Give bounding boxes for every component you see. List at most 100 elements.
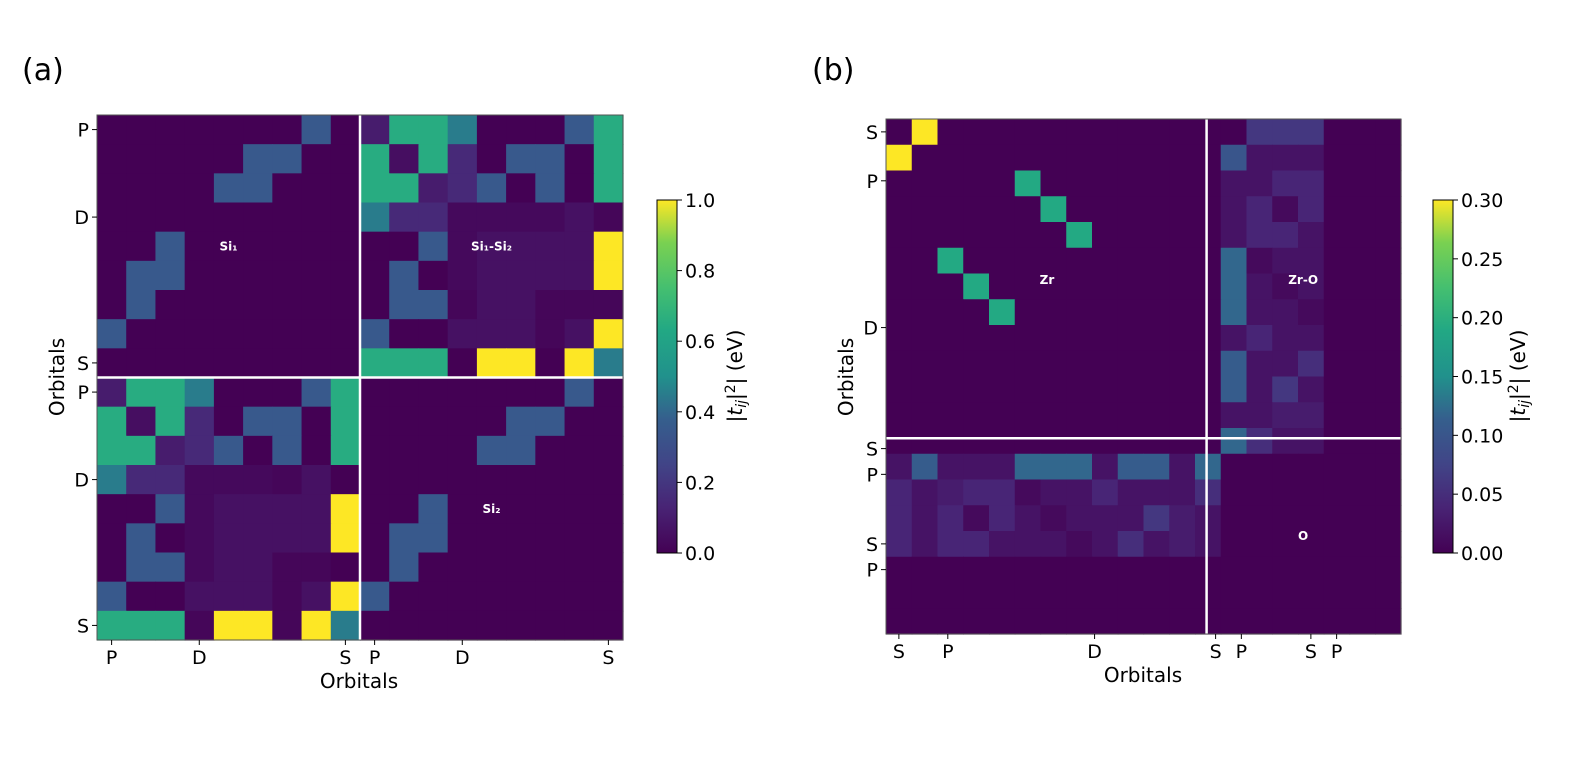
- heat-cell: [1323, 453, 1351, 481]
- heat-cell: [1298, 505, 1325, 532]
- heat-cell: [1040, 505, 1067, 532]
- heat-cell: [593, 377, 624, 408]
- heat-cell: [213, 523, 244, 554]
- colorbar-tick-label: 0.0: [685, 543, 715, 565]
- heat-cell: [97, 231, 127, 262]
- heat-cell: [360, 552, 390, 583]
- heat-cell: [1195, 531, 1222, 558]
- heat-cell: [1246, 144, 1273, 172]
- heat-cell: [1220, 582, 1248, 609]
- heat-cell: [1349, 376, 1376, 403]
- heat-cell: [1272, 608, 1299, 635]
- heat-cell: [126, 523, 157, 554]
- heat-cell: [937, 325, 964, 352]
- heat-cell: [506, 202, 536, 233]
- heat-cell: [1143, 608, 1170, 635]
- heat-cell: [476, 348, 507, 379]
- heat-cell: [564, 610, 595, 641]
- heat-cell: [301, 406, 332, 437]
- heat-cell: [389, 260, 420, 291]
- heat-cell: [447, 348, 478, 379]
- heat-cell: [360, 231, 390, 262]
- heat-cell: [963, 325, 990, 352]
- heat-cell: [1298, 479, 1325, 506]
- heat-cell: [1169, 531, 1196, 558]
- heat-cell: [389, 552, 420, 583]
- heat-cell: [989, 273, 1016, 300]
- heat-cell: [535, 435, 566, 466]
- heat-cell: [1117, 222, 1145, 249]
- heat-cell: [963, 531, 990, 558]
- heat-cell: [1143, 273, 1170, 300]
- heat-cell: [564, 231, 595, 262]
- heat-cell: [213, 377, 244, 408]
- heat-cell: [126, 115, 157, 145]
- heat-cell: [911, 273, 939, 300]
- y-tick-label: S: [77, 353, 89, 375]
- heat-cell: [1066, 299, 1093, 326]
- colorbar-b-label: |tij|2| (eV): [1506, 330, 1533, 423]
- heat-cell: [126, 319, 157, 349]
- heat-cell: [272, 115, 303, 145]
- heat-cell: [564, 581, 595, 612]
- heat-cell: [1220, 350, 1248, 378]
- heat-cell: [155, 202, 186, 233]
- heat-cell: [886, 144, 913, 172]
- heat-cell: [963, 453, 990, 481]
- heat-cell: [360, 348, 390, 379]
- y-tick-label: S: [866, 534, 878, 556]
- heat-cell: [1169, 144, 1196, 172]
- heat-cell: [1349, 196, 1376, 223]
- heat-cell: [886, 119, 913, 146]
- heat-cell: [476, 406, 507, 437]
- heat-cell: [97, 202, 127, 233]
- x-tick-label: P: [942, 641, 953, 663]
- heat-cell: [155, 173, 186, 204]
- heat-cell: [1169, 453, 1196, 481]
- heat-cell: [1092, 350, 1119, 378]
- heat-cell: [1349, 531, 1376, 558]
- heat-cell: [330, 406, 361, 437]
- heat-cell: [1220, 196, 1248, 223]
- heat-cell: [1169, 196, 1196, 223]
- heat-cell: [963, 144, 990, 172]
- heat-cell: [360, 406, 390, 437]
- heat-cell: [1143, 428, 1170, 455]
- heat-cell: [911, 376, 939, 403]
- heat-cell: [1066, 350, 1093, 378]
- heat-cell: [564, 435, 595, 466]
- heat-cell: [1195, 376, 1222, 403]
- heat-cell: [1246, 428, 1273, 455]
- heat-cell: [593, 465, 624, 495]
- heat-cell: [1092, 428, 1119, 455]
- heat-cell: [184, 581, 215, 612]
- heat-cell: [1195, 299, 1222, 326]
- heat-cell: [1195, 402, 1222, 429]
- heat-cell: [155, 231, 186, 262]
- y-tick-label: P: [78, 120, 89, 142]
- heat-cell: [389, 319, 420, 349]
- heat-cell: [1272, 479, 1299, 506]
- heat-cell: [911, 119, 939, 146]
- y-tick-label: D: [74, 207, 89, 229]
- heat-cell: [184, 173, 215, 204]
- heat-cell: [389, 494, 420, 524]
- colorbar-tick-label: 0.10: [1461, 425, 1503, 447]
- heat-cell: [418, 465, 449, 495]
- heat-cell: [1014, 505, 1042, 532]
- heat-cell: [1272, 453, 1299, 481]
- heat-cell: [1195, 247, 1222, 275]
- heat-cell: [272, 435, 303, 466]
- heat-cell: [886, 505, 913, 532]
- heat-cell: [447, 260, 478, 291]
- heat-cell: [97, 144, 127, 174]
- heat-cell: [1117, 556, 1145, 584]
- heat-cell: [272, 494, 303, 524]
- heat-cell: [1117, 453, 1145, 481]
- heat-cell: [272, 552, 303, 583]
- heat-cell: [184, 523, 215, 554]
- heat-cell: [1220, 505, 1248, 532]
- heat-cell: [1220, 608, 1248, 635]
- heat-cell: [886, 376, 913, 403]
- heat-cell: [1298, 222, 1325, 249]
